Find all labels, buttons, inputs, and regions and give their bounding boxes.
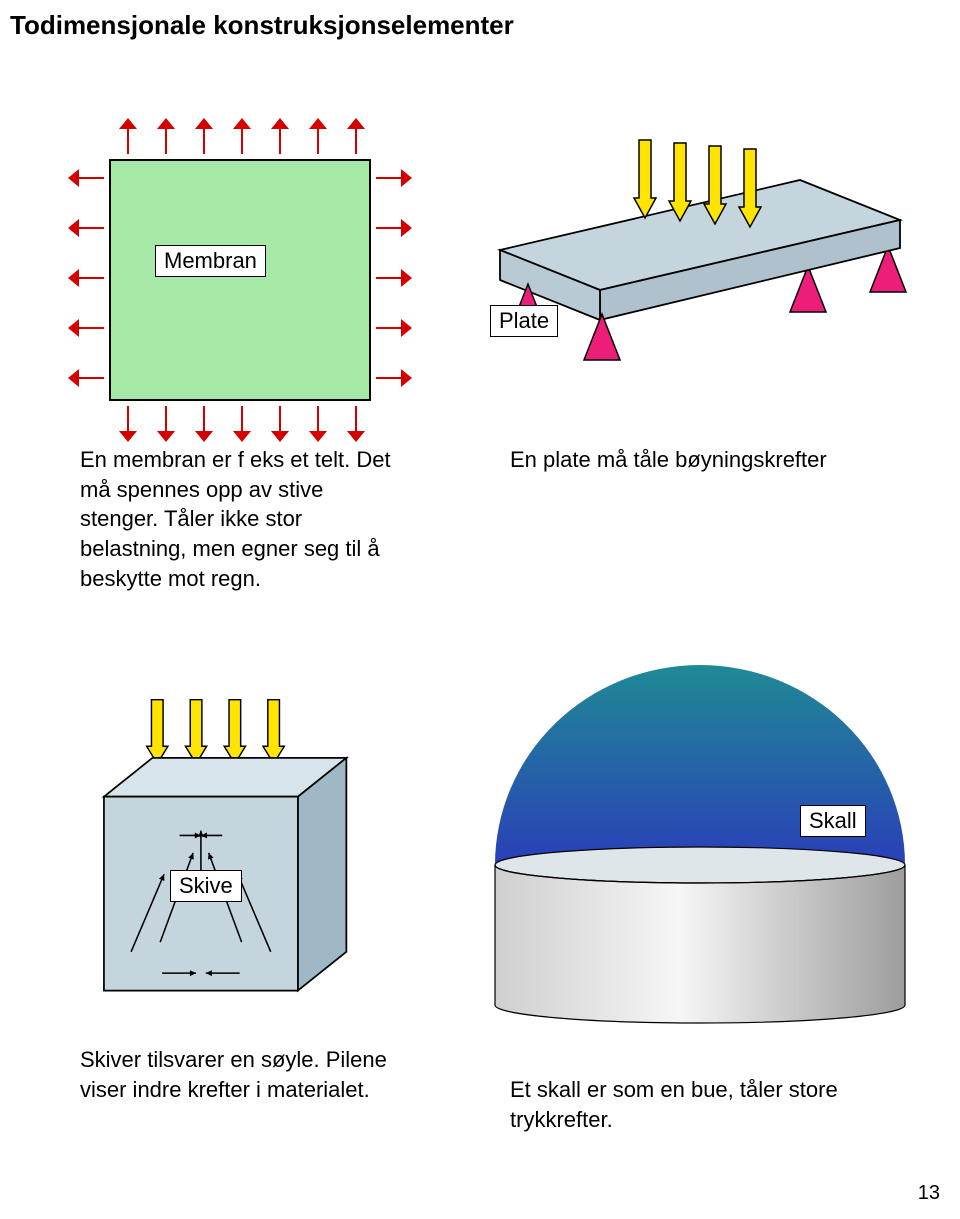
plate-caption: En plate må tåle bøyningskrefter — [510, 445, 890, 475]
skive-label: Skive — [170, 870, 242, 902]
page-number: 13 — [918, 1182, 940, 1205]
page-title: Todimensjonale konstruksjonselementer — [10, 10, 514, 41]
skive-figure — [80, 690, 380, 1010]
membrane-figure — [70, 120, 410, 440]
membrane-label: Membran — [155, 245, 266, 277]
skive-caption: Skiver tilsvarer en søyle. Pilene viser … — [80, 1045, 410, 1104]
skall-figure — [490, 650, 930, 1050]
plate-label: Plate — [490, 305, 558, 337]
skall-caption: Et skall er som en bue, tåler store tryk… — [510, 1075, 930, 1134]
plate-figure — [470, 130, 930, 390]
skall-label: Skall — [800, 805, 866, 837]
page: Todimensjonale konstruksjonselementer Me… — [0, 0, 960, 1219]
membrane-caption: En membran er f eks et telt. Det må spen… — [80, 445, 400, 593]
